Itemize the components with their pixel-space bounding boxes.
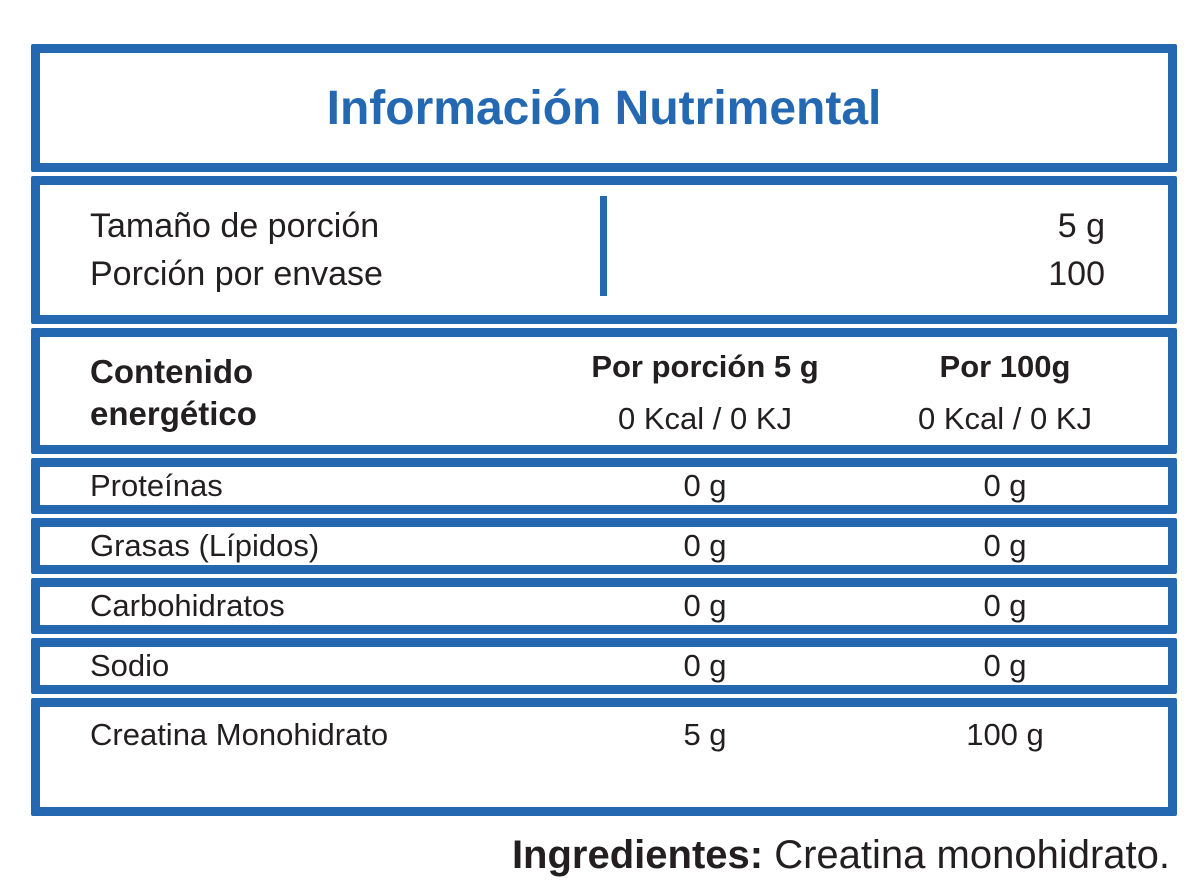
serving-size-value: 5 g xyxy=(1057,207,1105,245)
nutrient-value-per-serving: 0 g xyxy=(683,528,727,563)
serving-divider-line xyxy=(600,196,607,296)
table-row-creatine-monohydrate: Creatina Monohidrato 5 g 100 g xyxy=(31,698,1177,816)
nutrient-value-per-serving: 5 g xyxy=(683,717,727,752)
nutrient-label: Grasas (Lípidos) xyxy=(90,528,320,563)
table-row-fats: Grasas (Lípidos) 0 g 0 g xyxy=(31,518,1177,574)
nutrient-label: Creatina Monohidrato xyxy=(90,717,389,752)
serving-size-row: Tamaño de porción 5 g xyxy=(90,202,1105,250)
title-box: Información Nutrimental xyxy=(31,44,1177,172)
energy-content-label-line2: energético xyxy=(90,395,257,432)
energy-content-box: Contenido energético Por porción 5 g Por… xyxy=(31,328,1177,454)
table-row-carbohydrates: Carbohidratos 0 g 0 g xyxy=(31,578,1177,634)
serving-size-label: Tamaño de porción xyxy=(90,207,380,245)
nutrient-label: Carbohidratos xyxy=(90,588,285,623)
servings-per-container-row: Porción por envase 100 xyxy=(90,250,1105,298)
table-row-proteins: Proteínas 0 g 0 g xyxy=(31,458,1177,514)
nutrient-label: Sodio xyxy=(90,648,170,683)
nutrient-value-per-100g: 100 g xyxy=(966,717,1044,752)
ingredients-label: Ingredientes: xyxy=(511,833,764,877)
energy-content-label: Contenido energético xyxy=(40,351,555,435)
nutrient-value-per-100g: 0 g xyxy=(983,648,1027,683)
nutrient-value-per-100g: 0 g xyxy=(983,588,1027,623)
energy-value-per-100g: 0 Kcal / 0 KJ xyxy=(917,401,1093,436)
servings-per-container-label: Porción por envase xyxy=(90,255,383,293)
column-header-per-serving: Por porción 5 g xyxy=(591,349,819,384)
servings-per-container-value: 100 xyxy=(1048,255,1105,293)
nutrient-value-per-100g: 0 g xyxy=(983,468,1027,503)
nutrient-label: Proteínas xyxy=(90,468,223,503)
nutrient-value-per-serving: 0 g xyxy=(683,648,727,683)
nutrient-value-per-100g: 0 g xyxy=(983,528,1027,563)
nutrient-value-per-serving: 0 g xyxy=(683,588,727,623)
table-row-sodium: Sodio 0 g 0 g xyxy=(31,638,1177,694)
energy-content-label-line1: Contenido xyxy=(90,353,254,390)
nutrient-value-per-serving: 0 g xyxy=(683,468,727,503)
nutrition-facts-panel: Información Nutrimental Tamaño de porció… xyxy=(31,44,1177,816)
energy-value-per-serving: 0 Kcal / 0 KJ xyxy=(617,401,793,436)
ingredients-value: Creatina monohidrato. xyxy=(763,833,1170,877)
panel-title: Información Nutrimental xyxy=(326,81,882,135)
serving-info-box: Tamaño de porción 5 g Porción por envase… xyxy=(31,176,1177,324)
ingredients-line: Ingredientes: Creatina monohidrato. xyxy=(512,833,1170,878)
column-header-per-100g: Por 100g xyxy=(939,349,1071,384)
